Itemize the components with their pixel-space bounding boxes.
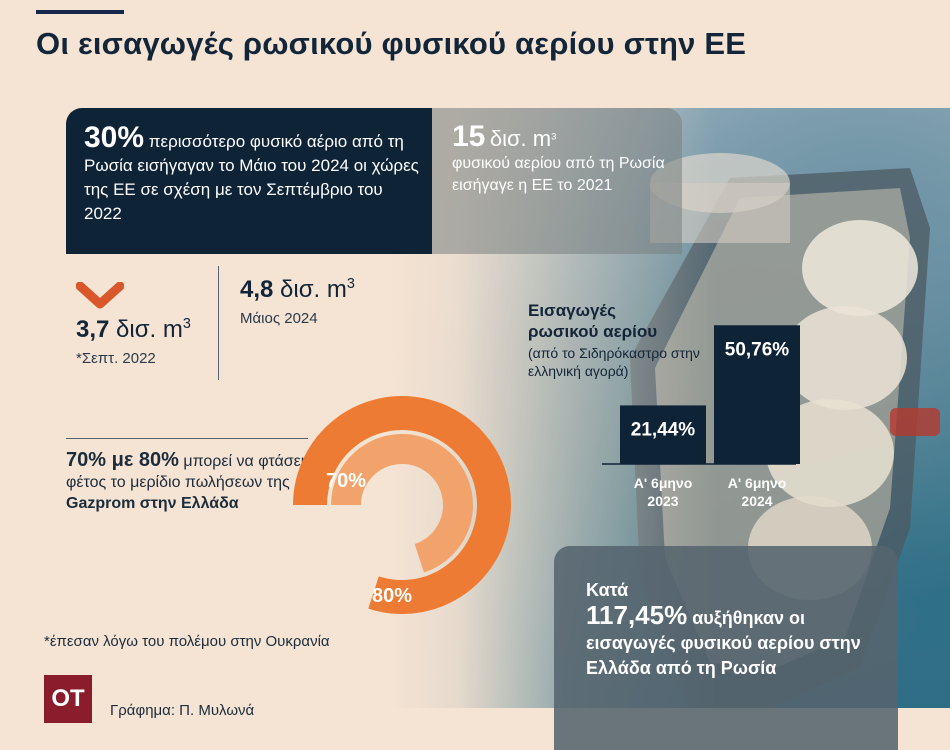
stat-text: φυσικού αερίου από τη Ρωσία εισήγαγε η Ε… <box>452 155 665 194</box>
divider-horizontal <box>66 438 308 439</box>
bar-category-label-1: Α' 6μηνο 2023 <box>634 475 693 509</box>
label-may-2024: Μάιος 2024 <box>240 310 318 327</box>
down-arrow-icon <box>76 282 124 309</box>
bar-2 <box>714 325 800 464</box>
bar-chart-title: Εισαγωγές ρωσικού αερίου <box>528 301 658 341</box>
credit: Γράφημα: Π. Μυλωνά <box>110 702 255 719</box>
bar-value-label-2: 50,76% <box>725 339 790 360</box>
page-title: Οι εισαγωγές ρωσικού φυσικού αερίου στην… <box>36 26 747 61</box>
stat-text: περισσότερο φυσικό αέριο από τη Ρωσία ει… <box>84 132 419 223</box>
ring-label-80: 80% <box>372 585 412 607</box>
donut-chart: 70% 80% <box>293 396 511 614</box>
stat-unit: δισ. m <box>489 126 552 151</box>
ring-label-70: 70% <box>326 470 366 492</box>
stat-value: 117,45% <box>586 600 688 630</box>
bar-chart: 21,44% Α' 6μηνο 2023 50,76% Α' 6μηνο 2024 <box>602 325 800 509</box>
stat-box-117-percent: Κατά 117,45% αυξήθηκαν οι εισαγωγές φυσι… <box>554 546 898 750</box>
footnote: *έπεσαν λόγω του πολέμου στην Ουκρανία <box>44 633 330 650</box>
value-sept-2022: 3,7 δισ. m3 <box>76 316 191 343</box>
stat-text: αυξήθηκαν οι εισαγωγές φυσικού αερίου στ… <box>586 608 861 678</box>
bar-chart-subtitle: (από το Σιδηρόκαστρο στην ελληνική αγορά… <box>528 345 700 379</box>
divider-vertical <box>218 266 219 380</box>
bar-value-label-1: 21,44% <box>631 419 696 440</box>
label-sept-2022: *Σεπτ. 2022 <box>76 350 156 367</box>
stat-lead: Κατά <box>586 580 629 600</box>
gazprom-share-text: 70% με 80% μπορεί να φτάσει φέτος το μερ… <box>66 449 305 513</box>
ring-80-percent <box>293 396 511 614</box>
ring-70-percent <box>331 434 473 573</box>
ot-logo: ΟΤ <box>44 675 92 723</box>
stat-box-15-bcm: 15 δισ. m3 φυσικού αερίου από τη Ρωσία ε… <box>432 108 682 254</box>
stat-value: 15 <box>452 120 486 153</box>
value-may-2024: 4,8 δισ. m3 <box>240 276 355 303</box>
title-accent-line <box>36 10 124 14</box>
stat-value: 30% <box>84 121 145 154</box>
bar-category-label-2: Α' 6μηνο 2024 <box>728 475 787 509</box>
bar-1 <box>620 405 706 464</box>
stat-box-30-percent: 30% περισσότερο φυσικό αέριο από τη Ρωσί… <box>66 108 432 254</box>
